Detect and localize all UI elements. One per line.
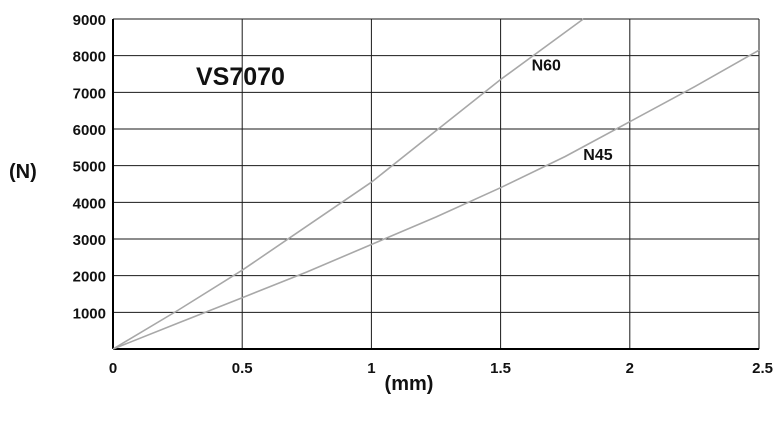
y-tick-label-3: 4000 <box>73 195 106 212</box>
x-tick-label-5: 2.5 <box>752 360 773 377</box>
x-tick-label-4: 2 <box>626 360 634 377</box>
series-group <box>112 18 760 350</box>
x-tick-label-2: 1 <box>367 360 375 377</box>
y-tick-labels: 1000 2000 3000 4000 5000 6000 7000 8000 9000 <box>73 12 106 322</box>
series-line-n45 <box>112 49 760 350</box>
y-tick-label-8: 9000 <box>73 12 106 29</box>
x-tick-label-1: 0.5 <box>232 360 253 377</box>
x-tick-label-3: 1.5 <box>490 360 511 377</box>
grid <box>112 18 760 350</box>
y-tick-label-7: 8000 <box>73 49 106 66</box>
series-line-n60 <box>112 18 584 350</box>
y-tick-label-6: 7000 <box>73 85 106 102</box>
series-labels: N60 N45 <box>532 57 613 164</box>
series-label-n60: N60 <box>532 57 561 74</box>
y-tick-label-0: 1000 <box>73 305 106 322</box>
y-tick-label-5: 6000 <box>73 122 106 139</box>
x-tick-label-0: 0 <box>109 360 117 377</box>
y-tick-label-4: 5000 <box>73 159 106 176</box>
y-tick-label-2: 3000 <box>73 232 106 249</box>
y-tick-label-1: 2000 <box>73 269 106 286</box>
y-axis-title: (N) <box>9 161 37 183</box>
series-label-n45: N45 <box>583 147 612 164</box>
chart-title: VS7070 <box>196 63 285 91</box>
x-axis-title: (mm) <box>385 373 434 395</box>
x-tick-labels: 0 0.5 1 1.5 2 2.5 <box>109 360 773 377</box>
